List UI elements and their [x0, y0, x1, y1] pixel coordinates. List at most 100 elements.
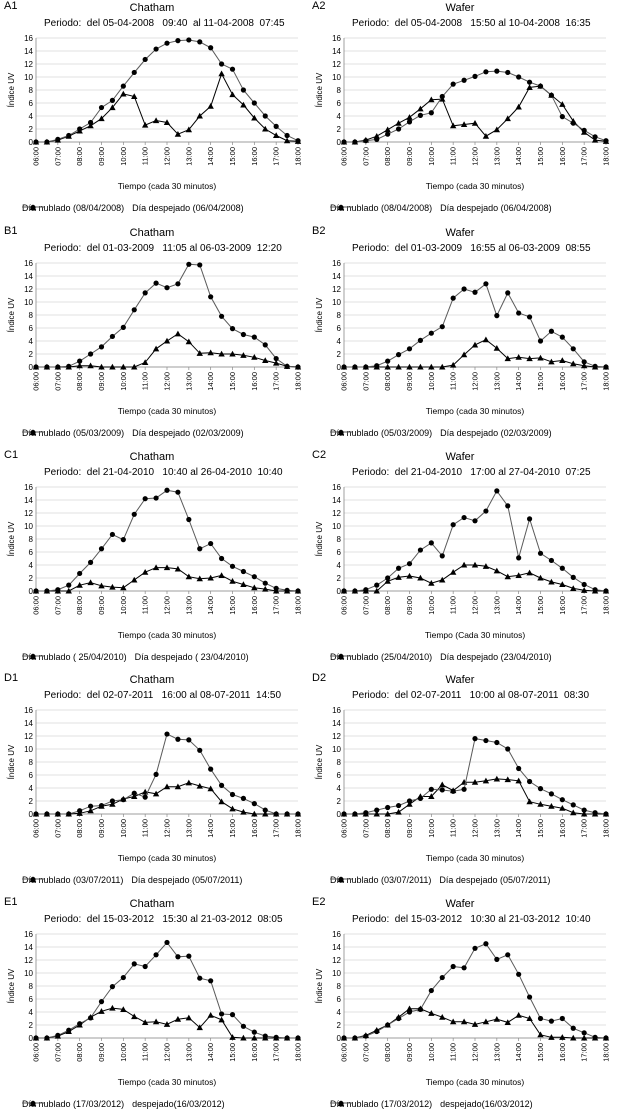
- panel-label: C2: [312, 449, 327, 461]
- data-point: [44, 1035, 50, 1041]
- data-point: [55, 811, 61, 817]
- data-point: [548, 328, 555, 334]
- y-axis-label: Índice UV: [315, 968, 324, 1003]
- data-point: [131, 93, 138, 100]
- data-point: [98, 582, 105, 589]
- x-tick-label: 13:00: [492, 372, 501, 391]
- data-point: [142, 963, 148, 970]
- y-tick-label: 16: [332, 259, 341, 268]
- data-point: [229, 91, 236, 98]
- chart-period: Periodo: del 02-07-2011 16:00 al 08-07-2…: [44, 690, 282, 701]
- data-point: [273, 355, 279, 362]
- data-point: [185, 338, 193, 345]
- chart-legend: Día nublado (05/03/2009) Día despejado (0…: [330, 428, 560, 438]
- y-tick-label: 10: [332, 73, 341, 82]
- y-tick-label: 2: [29, 350, 34, 359]
- x-tick-label: 08:00: [383, 372, 392, 391]
- data-point: [229, 326, 236, 332]
- x-tick-label: 16:00: [250, 596, 259, 615]
- x-tick-label: 07:00: [361, 819, 370, 838]
- data-point: [483, 69, 489, 75]
- data-point: [55, 587, 61, 593]
- data-point: [570, 574, 576, 580]
- y-tick-label: 6: [337, 995, 342, 1004]
- data-point: [44, 139, 50, 145]
- y-tick-label: 4: [29, 112, 34, 121]
- data-point: [341, 139, 347, 145]
- data-point: [428, 330, 434, 336]
- data-point: [218, 572, 225, 578]
- data-point: [175, 38, 181, 44]
- x-tick-label: 06:00: [340, 1043, 349, 1062]
- x-tick-label: 10:00: [427, 372, 436, 391]
- data-point: [87, 119, 94, 126]
- x-tick-label: 18:00: [602, 1043, 611, 1062]
- x-tick-label: 09:00: [405, 1043, 414, 1062]
- data-point: [240, 581, 247, 588]
- x-tick-label: 07:00: [361, 147, 370, 166]
- data-point: [87, 803, 94, 809]
- series-line: [344, 70, 607, 143]
- legend-item: despejado(16/03/2012): [330, 1099, 533, 1109]
- data-point: [120, 797, 126, 803]
- data-point: [450, 788, 456, 794]
- x-tick-label: 15:00: [228, 819, 237, 838]
- data-point: [218, 1016, 225, 1023]
- y-axis-label: Índice UV: [7, 968, 16, 1003]
- x-tick-label: 08:00: [75, 819, 84, 838]
- data-point: [98, 115, 105, 122]
- y-axis-label: Índice UV: [315, 297, 324, 332]
- data-point: [483, 281, 489, 287]
- data-point: [603, 811, 609, 817]
- data-point: [603, 1035, 609, 1041]
- data-point: [66, 132, 72, 139]
- x-axis-label: Tiempo (cada 30 minutos): [426, 181, 525, 191]
- data-point: [395, 126, 402, 132]
- x-tick-label: 12:00: [163, 1043, 172, 1062]
- x-tick-label: 11:00: [141, 372, 150, 390]
- data-point: [537, 83, 544, 89]
- data-point: [450, 295, 456, 301]
- chart-period: Periodo: del 01-03-2009 16:55 al 06-03-2…: [352, 243, 591, 254]
- data-point: [197, 262, 203, 268]
- panel-label: C1: [4, 449, 19, 461]
- x-tick-label: 18:00: [294, 1043, 303, 1062]
- data-point: [163, 564, 171, 571]
- series-cloudy: [340, 1005, 610, 1041]
- data-point: [262, 125, 269, 132]
- x-tick-label: 08:00: [383, 1043, 392, 1062]
- data-point: [218, 782, 225, 788]
- y-tick-label: 16: [24, 34, 33, 43]
- data-point: [208, 540, 214, 547]
- data-point: [493, 344, 501, 351]
- data-point: [385, 804, 391, 811]
- data-point: [428, 540, 434, 546]
- x-tick-label: 16:00: [250, 1043, 259, 1062]
- legend-label: Día nublado ( 25/04/2010): [22, 652, 127, 662]
- data-point: [33, 811, 39, 817]
- y-tick-label: 12: [24, 732, 33, 741]
- data-point: [526, 1015, 533, 1022]
- data-point: [504, 573, 511, 580]
- data-point: [591, 136, 599, 143]
- y-tick-label: 14: [332, 47, 341, 56]
- chart-title: Chatham: [129, 2, 175, 14]
- data-point: [580, 362, 588, 369]
- legend-item: Día despejado (02/03/2009): [22, 428, 244, 438]
- data-point: [526, 79, 533, 85]
- data-point: [240, 331, 247, 338]
- data-point: [76, 581, 83, 588]
- x-tick-label: 13:00: [184, 819, 193, 838]
- data-point: [240, 1023, 247, 1029]
- y-tick-label: 14: [24, 272, 33, 281]
- data-point: [197, 975, 203, 981]
- data-point: [174, 783, 182, 790]
- y-tick-label: 12: [24, 509, 33, 518]
- data-point: [186, 261, 192, 267]
- data-point: [262, 1033, 268, 1039]
- data-point: [449, 568, 457, 575]
- data-point: [164, 731, 170, 737]
- data-point: [471, 341, 479, 348]
- data-point: [406, 561, 413, 567]
- x-tick-label: 11:00: [141, 1043, 150, 1061]
